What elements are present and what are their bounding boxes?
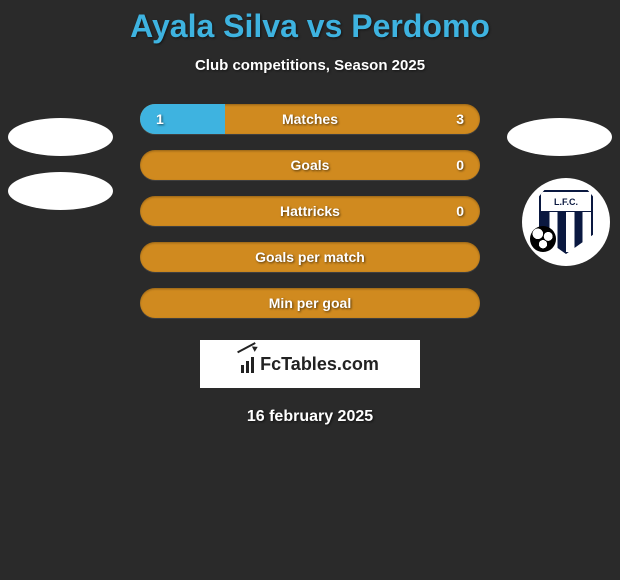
stat-label: Goals per match (255, 249, 365, 265)
season-subtitle: Club competitions, Season 2025 (0, 57, 620, 74)
stat-label: Matches (282, 111, 338, 127)
stat-label: Hattricks (280, 203, 340, 219)
stat-left-value: 1 (156, 111, 164, 127)
stat-row: Goals 0 (140, 150, 480, 180)
stat-right-value: 0 (456, 203, 464, 219)
stat-row: Goals per match (140, 242, 480, 272)
stat-right-value: 3 (456, 111, 464, 127)
comparison-title: Ayala Silva vs Perdomo (0, 0, 620, 45)
stat-row: Hattricks 0 (140, 196, 480, 226)
stat-label: Min per goal (269, 295, 351, 311)
stat-label: Goals (291, 157, 330, 173)
branding-text: FcTables.com (260, 354, 379, 375)
branding-box: FcTables.com (200, 340, 420, 388)
stat-row: 1 Matches 3 (140, 104, 480, 134)
bar-fill-left (140, 104, 225, 134)
date-text: 16 february 2025 (0, 408, 620, 426)
stat-right-value: 0 (456, 157, 464, 173)
chart-icon (241, 355, 254, 373)
stat-row: Min per goal (140, 288, 480, 318)
stats-container: 1 Matches 3 Goals 0 Hattricks 0 Goals per match… (0, 104, 620, 426)
